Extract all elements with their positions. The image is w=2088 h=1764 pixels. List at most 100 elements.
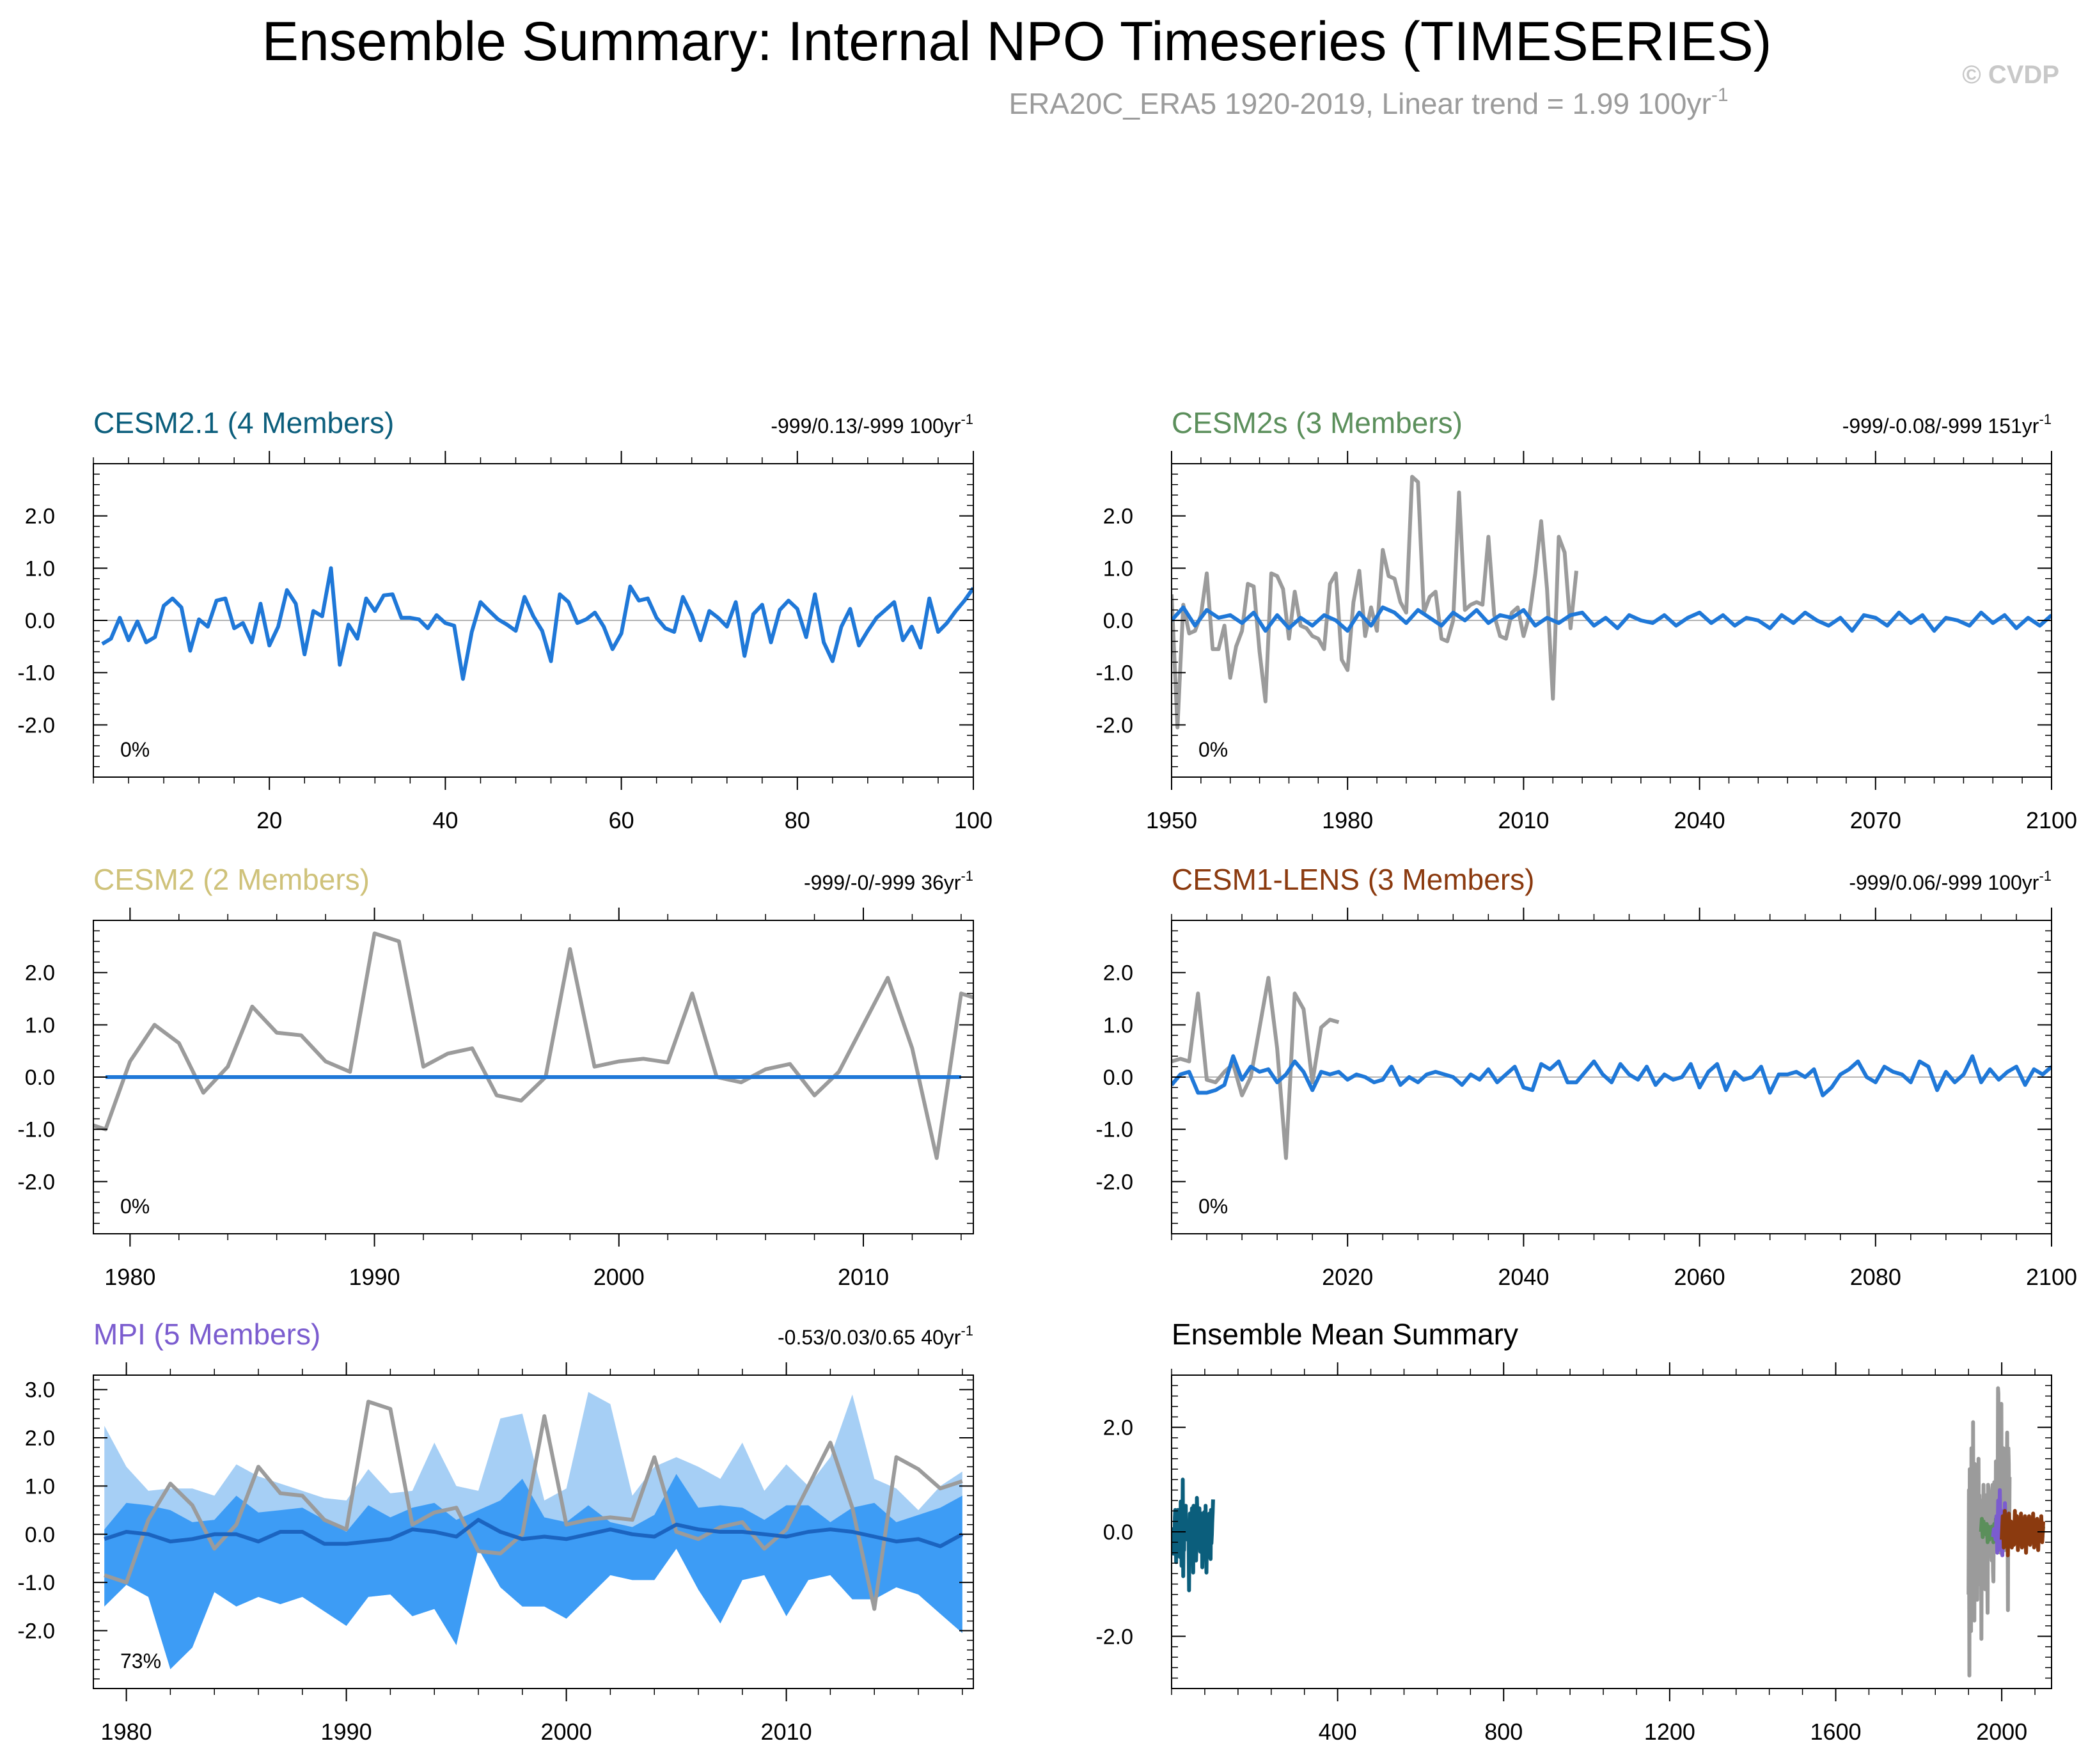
y-tick-label: 0.0 (25, 1523, 55, 1547)
observation-line (1172, 975, 1340, 1160)
ensemble-mean-line (101, 566, 973, 681)
panel-plot-area (93, 931, 973, 1160)
observation-line (104, 1399, 963, 1611)
y-tick-label: 1.0 (25, 1474, 55, 1499)
panel-title: CESM1-LENS (3 Members) (1172, 863, 1534, 896)
summary-series-line (1172, 1477, 1215, 1593)
panel-cesm2: CESM2 (2 Members) -999/-0/-999 36yr-1 2.0 1… (17, 863, 974, 1290)
y-tick-label: 2.0 (25, 961, 55, 986)
x-tick-label: 2070 (1850, 807, 1901, 833)
y-tick-label: 0.0 (1103, 1520, 1133, 1545)
y-tick-label: -2.0 (17, 1170, 55, 1194)
y-tick-label: 1.0 (1103, 556, 1133, 581)
x-tick-label: 2000 (593, 1264, 645, 1290)
panel-trend-text: -999/-0/-999 36yr (804, 871, 961, 894)
y-tick-label: 0.0 (25, 1066, 55, 1090)
x-tick-label: 2080 (1850, 1264, 1901, 1290)
y-tick-label: 1.0 (1103, 1013, 1133, 1037)
y-tick-label: 2.0 (1103, 961, 1133, 986)
x-tick-label: 2020 (1322, 1264, 1373, 1290)
panel-summary: Ensemble Mean Summary 2.0 0.0 -2.0 400 800 120… (1095, 1318, 2052, 1745)
panel-plot-area (93, 566, 973, 681)
panel-trend-text: -999/0.06/-999 100yr (1849, 871, 2039, 894)
summary-series-line (2000, 1509, 2045, 1557)
panels: CESM2.1 (4 Members) -999/0.13/-999 100yr-… (17, 406, 2077, 1745)
copyright-label: © CVDP (1962, 61, 2059, 89)
ensemble-mean-line (104, 1518, 964, 1548)
x-tick-label: 2100 (2026, 807, 2077, 833)
x-tick-label: 100 (954, 807, 993, 833)
panel-trend: -999/-0.08/-999 151yr-1 (1842, 411, 2052, 437)
x-tick-label: 20 (256, 807, 282, 833)
y-tick-label: 0.0 (1103, 609, 1133, 633)
panel-mpi: MPI (5 Members) -0.53/0.03/0.65 40yr-1 3.0… (17, 1318, 974, 1745)
x-tick-label: 2000 (541, 1719, 592, 1745)
figure-subtitle-text: ERA20C_ERA5 1920-2019, Linear trend = 1.… (1009, 87, 1711, 120)
panel-title: CESM2 (2 Members) (93, 863, 370, 896)
x-tick-label: 1980 (101, 1719, 152, 1745)
panel-frame (93, 1374, 974, 1689)
x-tick-label: 80 (785, 807, 810, 833)
x-tick-label: 1990 (349, 1264, 400, 1290)
panel-trend-superscript: -1 (961, 411, 973, 427)
panel-percentage: 0% (1198, 1195, 1228, 1218)
panel-title: MPI (5 Members) (93, 1318, 320, 1351)
x-tick-label: 2100 (2026, 1264, 2077, 1290)
panel-plot-area (1172, 475, 2052, 730)
panel-plot-area (1172, 1386, 2045, 1678)
panel-plot-area (104, 1392, 964, 1669)
y-tick-label: 1.0 (25, 556, 55, 581)
panel-percentage: 73% (120, 1650, 161, 1673)
y-tick-label: 3.0 (25, 1378, 55, 1403)
y-tick-label: 2.0 (25, 1426, 55, 1451)
panel-cesm21: CESM2.1 (4 Members) -999/0.13/-999 100yr-… (17, 406, 993, 833)
panel-trend: -0.53/0.03/0.65 40yr-1 (778, 1323, 973, 1349)
panel-cesm1lens: CESM1-LENS (3 Members) -999/0.06/-999 100… (1095, 863, 2077, 1290)
panel-title: Ensemble Mean Summary (1172, 1318, 1518, 1351)
panel-percentage: 0% (120, 738, 150, 761)
y-tick-label: -2.0 (17, 1619, 55, 1644)
x-tick-label: 400 (1319, 1719, 1357, 1745)
x-tick-label: 2000 (1976, 1719, 2027, 1745)
panel-trend-superscript: -1 (961, 868, 973, 884)
panel-plot-area (1172, 975, 2052, 1160)
ensemble-mean-line (1172, 1054, 2052, 1098)
y-tick-label: -2.0 (17, 713, 55, 737)
spread-inner-area (104, 1474, 962, 1669)
x-tick-label: 1990 (321, 1719, 372, 1745)
panel-trend-superscript: -1 (2039, 411, 2052, 427)
x-tick-label: 1980 (1322, 807, 1373, 833)
y-tick-label: 2.0 (25, 505, 55, 529)
y-tick-label: -2.0 (1095, 1170, 1133, 1194)
panel-trend-superscript: -1 (2039, 868, 2052, 884)
y-tick-label: 2.0 (1103, 505, 1133, 529)
ensemble-mean-line (1172, 605, 2052, 633)
y-tick-label: -1.0 (17, 1118, 55, 1142)
x-tick-label: 800 (1484, 1719, 1523, 1745)
panel-trend-superscript: -1 (961, 1323, 973, 1339)
x-tick-label: 2010 (761, 1719, 812, 1745)
panel-trend-text: -0.53/0.03/0.65 40yr (778, 1326, 961, 1349)
y-tick-label: 1.0 (25, 1013, 55, 1037)
x-tick-label: 2040 (1498, 1264, 1549, 1290)
x-tick-label: 2010 (838, 1264, 889, 1290)
panel-trend: -999/0.06/-999 100yr-1 (1849, 868, 2052, 894)
y-tick-label: 0.0 (1103, 1066, 1133, 1090)
y-tick-label: -2.0 (1095, 1625, 1133, 1649)
panel-trend-text: -999/0.13/-999 100yr (771, 414, 961, 437)
panel-trend: -999/-0/-999 36yr-1 (804, 868, 973, 894)
x-tick-label: 40 (432, 807, 458, 833)
figure-subtitle-superscript: -1 (1711, 84, 1729, 106)
y-tick-label: -1.0 (17, 1571, 55, 1595)
x-tick-label: 2040 (1674, 807, 1725, 833)
panel-title: CESM2.1 (4 Members) (93, 406, 394, 439)
panel-title: CESM2s (3 Members) (1172, 406, 1463, 439)
x-tick-label: 1200 (1644, 1719, 1695, 1745)
y-tick-label: -2.0 (1095, 713, 1133, 737)
panel-percentage: 0% (120, 1195, 150, 1218)
figure-subtitle: ERA20C_ERA5 1920-2019, Linear trend = 1.… (1009, 84, 1728, 120)
panel-cesm2s: CESM2s (3 Members) -999/-0.08/-999 151yr-… (1095, 406, 2077, 833)
y-tick-label: 0.0 (25, 609, 55, 633)
panel-percentage: 0% (1198, 738, 1228, 761)
